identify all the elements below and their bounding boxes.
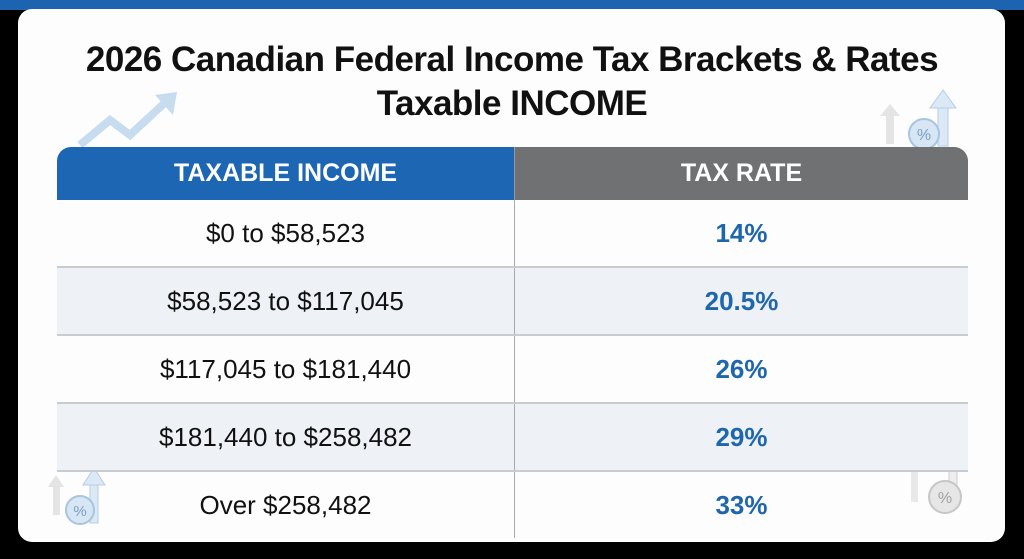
income-cell: $117,045 to $181,440 xyxy=(57,335,515,404)
income-cell: $181,440 to $258,482 xyxy=(57,403,515,472)
table-row: Over $258,482 33% xyxy=(57,471,968,538)
rate-cell: 20.5% xyxy=(514,267,968,336)
table-row: $0 to $58,523 14% xyxy=(57,200,968,268)
table-header: TAXABLE INCOME TAX RATE xyxy=(57,147,968,200)
tax-brackets-table: TAXABLE INCOME TAX RATE $0 to $58,523 14%… xyxy=(57,147,968,538)
income-cell: $58,523 to $117,045 xyxy=(57,267,515,336)
svg-text:%: % xyxy=(917,127,931,144)
svg-text:%: % xyxy=(938,490,952,507)
table-row: $117,045 to $181,440 26% xyxy=(57,335,968,404)
trend-arrow-icon xyxy=(77,92,177,149)
page-title: 2026 Canadian Federal Income Tax Bracket… xyxy=(85,40,939,79)
rate-cell: 29% xyxy=(514,403,968,472)
income-cell: $0 to $58,523 xyxy=(57,200,515,268)
header-taxable-income: TAXABLE INCOME xyxy=(57,147,515,200)
income-cell: Over $258,482 xyxy=(57,471,515,538)
rate-cell: 26% xyxy=(514,335,968,404)
table-row: $58,523 to $117,045 20.5% xyxy=(57,267,968,336)
top-bar xyxy=(0,0,1024,10)
rate-cell: 14% xyxy=(514,200,968,268)
header-tax-rate: TAX RATE xyxy=(514,147,968,200)
table-row: $181,440 to $258,482 29% xyxy=(57,403,968,472)
rate-cell: 33% xyxy=(715,489,768,520)
page-subtitle: Taxable INCOME xyxy=(376,84,648,123)
